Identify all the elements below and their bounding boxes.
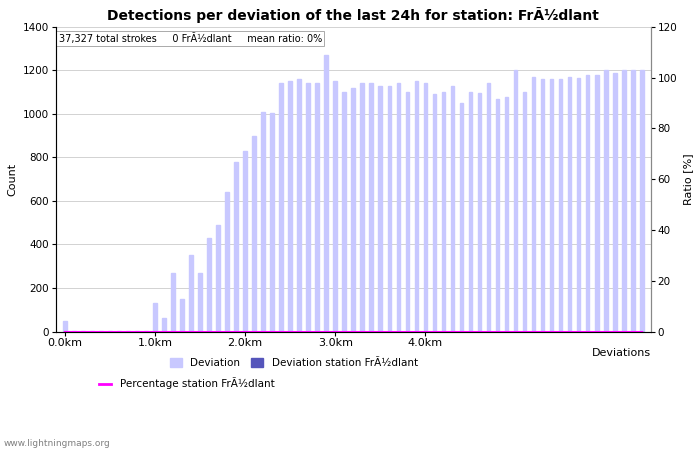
Y-axis label: Count: Count (7, 162, 17, 196)
Bar (613, 72, 617, 332)
Bar (640, 70, 643, 332)
Bar (207, 238, 211, 332)
Bar (153, 303, 157, 332)
Bar (622, 70, 626, 332)
Text: 37,327 total strokes     0 FrÃ½dlant     mean ratio: 0%: 37,327 total strokes 0 FrÃ½dlant mean ra… (59, 33, 322, 44)
Bar (577, 78, 580, 332)
Bar (405, 92, 409, 332)
Bar (396, 83, 400, 332)
Bar (451, 86, 454, 332)
Bar (307, 83, 310, 332)
Bar (388, 86, 391, 332)
Bar (568, 77, 571, 332)
Bar (532, 77, 536, 332)
Bar (108, 331, 111, 332)
Bar (550, 79, 554, 332)
Text: www.lightningmaps.org: www.lightningmaps.org (4, 439, 111, 448)
Bar (604, 70, 608, 332)
Bar (288, 81, 292, 332)
Y-axis label: Ratio [%]: Ratio [%] (683, 153, 693, 205)
Bar (316, 83, 319, 332)
Bar (514, 70, 517, 332)
Bar (162, 319, 166, 332)
Bar (586, 75, 589, 332)
Bar (225, 192, 229, 332)
Bar (379, 86, 382, 332)
Bar (216, 225, 220, 332)
Bar (72, 331, 76, 332)
Bar (234, 162, 238, 332)
Bar (171, 273, 175, 332)
Bar (541, 79, 545, 332)
Bar (81, 331, 85, 332)
Bar (442, 92, 445, 332)
Bar (351, 88, 355, 332)
Bar (414, 81, 418, 332)
Bar (460, 103, 463, 332)
Legend: Percentage station FrÃ½dlant: Percentage station FrÃ½dlant (94, 373, 279, 393)
Bar (90, 331, 94, 332)
Bar (298, 79, 301, 332)
Title: Detections per deviation of the last 24h for station: FrÃ½dlant: Detections per deviation of the last 24h… (107, 7, 599, 23)
Bar (505, 96, 508, 332)
Bar (135, 331, 139, 332)
Bar (252, 136, 256, 332)
Bar (243, 151, 247, 332)
Bar (433, 94, 436, 332)
Bar (144, 331, 148, 332)
Bar (469, 92, 472, 332)
Bar (324, 55, 328, 332)
Bar (117, 331, 120, 332)
Bar (180, 299, 183, 332)
Bar (63, 321, 66, 332)
Bar (595, 75, 598, 332)
Bar (279, 83, 283, 332)
Bar (523, 92, 526, 332)
Bar (189, 255, 192, 332)
Bar (261, 112, 265, 332)
Bar (486, 83, 490, 332)
Bar (342, 92, 346, 332)
Bar (370, 83, 373, 332)
Text: Deviations: Deviations (592, 348, 651, 358)
Bar (333, 81, 337, 332)
Bar (496, 99, 499, 332)
Bar (99, 331, 103, 332)
Bar (631, 70, 635, 332)
Bar (270, 113, 274, 332)
Bar (126, 331, 130, 332)
Bar (360, 83, 364, 332)
Bar (477, 93, 482, 332)
Bar (424, 83, 427, 332)
Bar (559, 79, 562, 332)
Bar (198, 273, 202, 332)
